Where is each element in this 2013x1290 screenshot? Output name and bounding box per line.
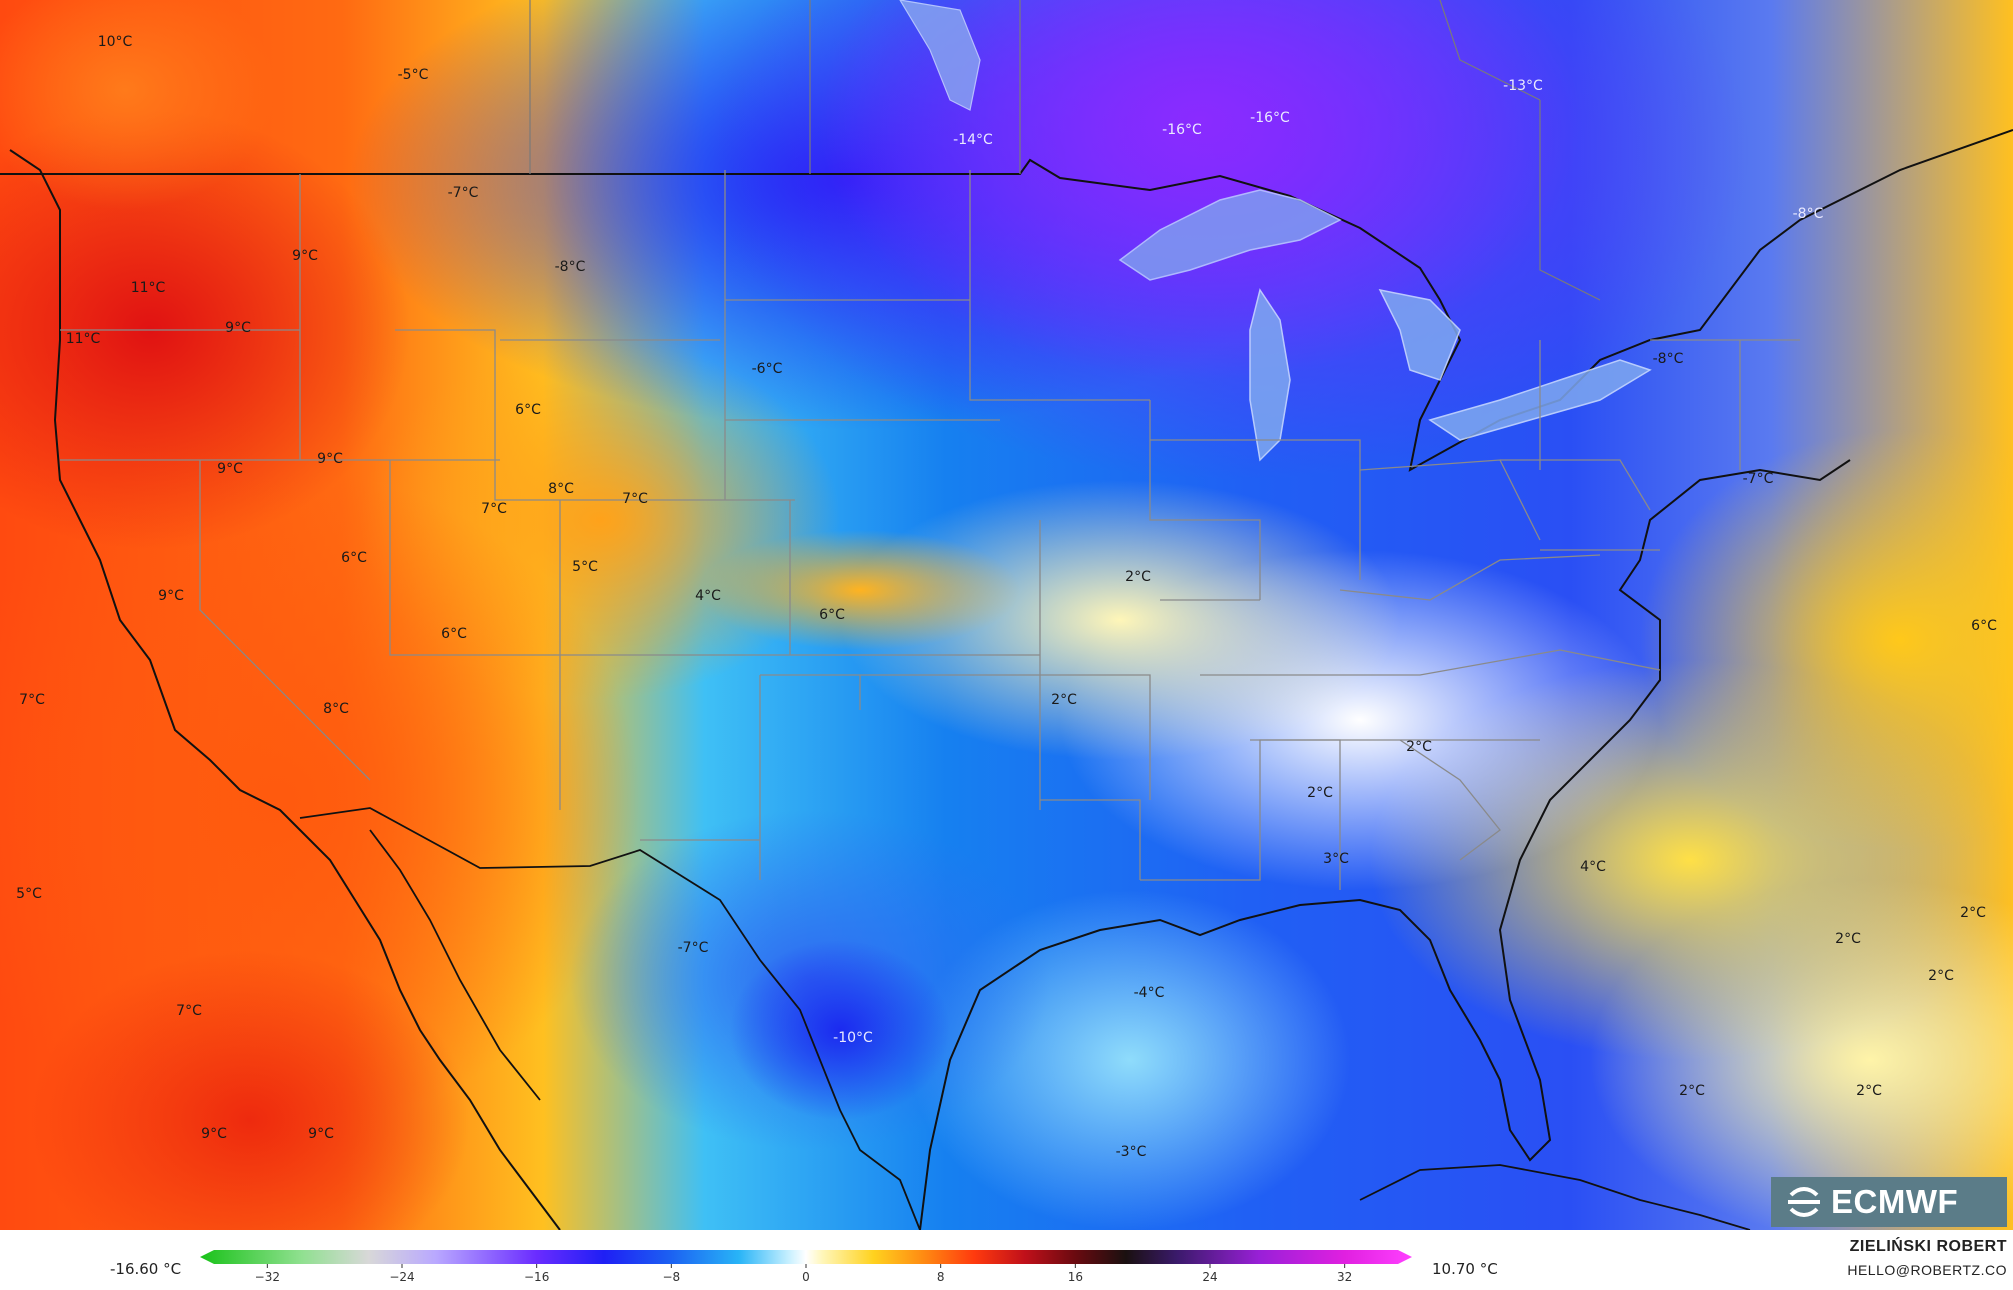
ecmwf-logo-icon xyxy=(1788,1187,1820,1217)
temperature-label: 11°C xyxy=(65,331,101,347)
temperature-label: -7°C xyxy=(1742,471,1774,487)
us-canada-border xyxy=(0,129,2013,472)
temperature-label: -4°C xyxy=(1133,985,1165,1001)
temperature-label: 2°C xyxy=(1406,739,1432,755)
temperature-label: -7°C xyxy=(677,940,709,956)
temperature-label: 9°C xyxy=(317,451,343,467)
temperature-label: 6°C xyxy=(1971,618,1997,634)
colorbar-gradient xyxy=(200,1250,1412,1264)
temperature-label: -8°C xyxy=(554,259,586,275)
temperature-label: 5°C xyxy=(572,559,598,575)
temperature-label: 6°C xyxy=(515,402,541,418)
lake-huron xyxy=(1378,288,1461,381)
temperature-label: 9°C xyxy=(292,248,318,264)
temperature-label: 6°C xyxy=(341,550,367,566)
temperature-label: 6°C xyxy=(819,607,845,623)
west-coast xyxy=(9,149,561,1230)
author-email: HELLO@ROBERTZ.CO xyxy=(1847,1262,2007,1278)
colorbar: −32 −24 −16 −8 0 8 16 24 32 xyxy=(200,1246,1412,1286)
colorbar-graphic: −32 −24 −16 −8 0 8 16 24 32 xyxy=(200,1250,1412,1284)
province-borders xyxy=(529,0,1601,301)
temperature-label: 2°C xyxy=(1928,968,1954,984)
temperature-label: 9°C xyxy=(201,1126,227,1142)
state-borders xyxy=(60,170,1800,890)
temperature-label: -5°C xyxy=(397,67,429,83)
lake-winnipeg xyxy=(899,0,981,111)
colorbar-tick-label: 0 xyxy=(802,1270,810,1284)
temperature-label: -8°C xyxy=(1652,351,1684,367)
colorbar-tick-label: 16 xyxy=(1068,1270,1083,1284)
temperature-label: 8°C xyxy=(323,701,349,717)
colorbar-min-label: -16.60 °C xyxy=(110,1260,182,1278)
temperature-label: 7°C xyxy=(19,692,45,708)
temperature-label: -16°C xyxy=(1162,122,1202,138)
temperature-label: -3°C xyxy=(1115,1144,1147,1160)
temperature-label: 9°C xyxy=(217,461,243,477)
temperature-map: 10°C -5°C -14°C -16°C -16°C -13°C -8°C -7°C 9°C -… xyxy=(0,0,2013,1230)
temperature-label: 11°C xyxy=(130,280,166,296)
temperature-label: 5°C xyxy=(16,886,42,902)
boundary-lines xyxy=(0,0,2013,1230)
temperature-label: 10°C xyxy=(97,34,133,50)
colorbar-tick-label: 32 xyxy=(1337,1270,1352,1284)
temperature-labels: 10°C -5°C -14°C -16°C -16°C -13°C -8°C -7°C 9°C -… xyxy=(16,34,1997,1160)
temperature-label: 2°C xyxy=(1960,905,1986,921)
temperature-label: 7°C xyxy=(176,1003,202,1019)
temperature-label: 7°C xyxy=(622,491,648,507)
temperature-label: 2°C xyxy=(1679,1083,1705,1099)
gulf-coast xyxy=(919,459,1851,1230)
temperature-label: 2°C xyxy=(1307,785,1333,801)
author-name: ZIELIŃSKI ROBERT xyxy=(1849,1238,2007,1255)
temperature-label: -10°C xyxy=(833,1030,873,1046)
ecmwf-logo-text: ECMWF xyxy=(1831,1183,1959,1220)
temperature-label: 9°C xyxy=(225,320,251,336)
temperature-label: 2°C xyxy=(1835,931,1861,947)
temperature-label: 4°C xyxy=(1580,859,1606,875)
colorbar-tick-label: −32 xyxy=(255,1270,280,1284)
cuba-coast xyxy=(1359,1164,1751,1230)
ecmwf-logo: ECMWF xyxy=(1771,1177,2007,1227)
temperature-label: 6°C xyxy=(441,626,467,642)
temperature-label: 3°C xyxy=(1323,851,1349,867)
temperature-label: -14°C xyxy=(953,132,993,148)
colorbar-tick-label: −24 xyxy=(389,1270,414,1284)
colorbar-max-label: 10.70 °C xyxy=(1432,1260,1498,1278)
us-mexico-border xyxy=(299,807,921,1230)
colorbar-tick-label: −8 xyxy=(662,1270,680,1284)
temperature-label: -8°C xyxy=(1792,206,1824,222)
temperature-label: -13°C xyxy=(1503,78,1543,94)
temperature-label: 2°C xyxy=(1856,1083,1882,1099)
temperature-label: 2°C xyxy=(1125,569,1151,585)
temperature-label: 8°C xyxy=(548,481,574,497)
colorbar-tick-label: −16 xyxy=(524,1270,549,1284)
temperature-label: 9°C xyxy=(158,588,184,604)
lake-michigan xyxy=(1249,288,1291,462)
temperature-label: 4°C xyxy=(695,588,721,604)
temperature-label: -7°C xyxy=(447,185,479,201)
lake-superior xyxy=(1118,189,1342,281)
temperature-label: 9°C xyxy=(308,1126,334,1142)
temperature-label: 7°C xyxy=(481,501,507,517)
colorbar-tick-label: 8 xyxy=(937,1270,945,1284)
colorbar-tick-label: 24 xyxy=(1202,1270,1217,1284)
baja-coast xyxy=(369,829,541,1101)
temperature-label: -16°C xyxy=(1250,110,1290,126)
temperature-label: 2°C xyxy=(1051,692,1077,708)
temperature-label: -6°C xyxy=(751,361,783,377)
